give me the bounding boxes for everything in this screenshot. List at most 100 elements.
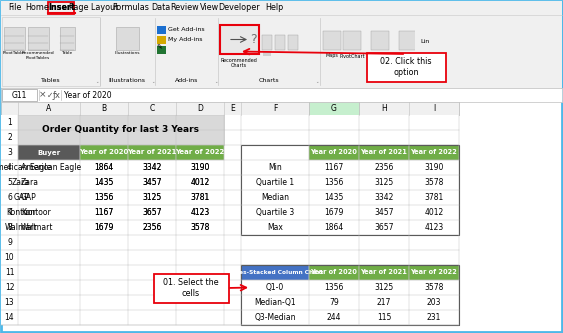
Text: 3657: 3657 [142, 208, 162, 217]
Text: Buyer: Buyer [37, 150, 61, 156]
Text: Min: Min [268, 163, 282, 172]
FancyBboxPatch shape [220, 25, 258, 54]
Bar [415, 17, 421, 86]
Text: Order Quantity for last 3 Years: Order Quantity for last 3 Years [42, 126, 199, 135]
Text: Illustrations: Illustrations [109, 78, 145, 83]
FancyBboxPatch shape [343, 31, 361, 50]
Text: 3: 3 [7, 148, 12, 157]
Text: 1356: 1356 [95, 193, 114, 202]
Text: 4012: 4012 [425, 208, 444, 217]
Text: GAP: GAP [21, 193, 37, 202]
Text: 8: 8 [7, 223, 12, 232]
Text: ?: ? [249, 33, 256, 46]
FancyBboxPatch shape [275, 35, 285, 50]
Text: 4012: 4012 [190, 178, 209, 187]
Bar [2, 17, 100, 86]
Text: 4123: 4123 [190, 208, 209, 217]
Text: Walmart: Walmart [21, 223, 53, 232]
Bar [409, 265, 459, 280]
Text: Year of 2020: Year of 2020 [79, 150, 129, 156]
Bar [241, 265, 309, 280]
Text: 2356: 2356 [142, 223, 162, 232]
FancyBboxPatch shape [399, 31, 417, 50]
Bar [128, 145, 176, 160]
Text: 01. Select the
cells: 01. Select the cells [163, 278, 219, 298]
Text: 3781: 3781 [190, 193, 209, 202]
Text: 115: 115 [377, 313, 391, 322]
Bar [1, 1, 562, 15]
Bar [1, 115, 459, 130]
Text: 3125: 3125 [374, 283, 394, 292]
Text: 12: 12 [5, 283, 14, 292]
Text: 3D
Map: 3D Map [375, 54, 385, 64]
Text: F: F [273, 104, 277, 113]
Text: C: C [149, 104, 155, 113]
Text: ⌄: ⌄ [95, 80, 99, 84]
Text: 1435: 1435 [324, 193, 343, 202]
Text: 217: 217 [377, 298, 391, 307]
Text: 3190: 3190 [425, 163, 444, 172]
Text: ⌄: ⌄ [215, 80, 218, 84]
Text: Median-Q1: Median-Q1 [254, 298, 296, 307]
Bar [309, 265, 359, 280]
Text: 3190: 3190 [190, 163, 209, 172]
Text: ƒx: ƒx [53, 91, 61, 100]
Text: 1864: 1864 [324, 223, 343, 232]
Text: File: File [8, 4, 22, 13]
Text: 244: 244 [327, 313, 341, 322]
Text: 3190: 3190 [190, 163, 209, 172]
Text: Get Add-ins: Get Add-ins [168, 27, 204, 32]
Text: 79: 79 [329, 298, 339, 307]
Bar [359, 145, 409, 160]
Text: Insert: Insert [48, 4, 75, 13]
Bar [18, 145, 80, 160]
Bar [1, 205, 459, 220]
Text: 3342: 3342 [374, 193, 394, 202]
Text: H: H [381, 104, 387, 113]
Bar [1, 175, 459, 190]
Text: 3578: 3578 [190, 223, 209, 232]
Text: 1435: 1435 [95, 178, 114, 187]
Bar [359, 265, 409, 280]
Text: Zara: Zara [21, 178, 39, 187]
Text: Tables: Tables [41, 78, 61, 83]
Text: Year of 2021: Year of 2021 [360, 150, 408, 156]
Text: 1356: 1356 [324, 178, 343, 187]
Text: 3657: 3657 [374, 223, 394, 232]
Text: 3657: 3657 [142, 208, 162, 217]
Text: 6: 6 [7, 193, 12, 202]
Text: Add-ins: Add-ins [175, 78, 199, 83]
Text: Review: Review [171, 4, 199, 13]
Text: Q1-0: Q1-0 [266, 283, 284, 292]
Text: American Eagle: American Eagle [21, 163, 81, 172]
Text: PivotTable: PivotTable [3, 52, 25, 56]
FancyBboxPatch shape [288, 35, 298, 50]
Text: Formulas: Formulas [113, 4, 149, 13]
Bar [1, 280, 459, 295]
Bar [1, 310, 459, 325]
Text: ✓: ✓ [47, 91, 53, 100]
Text: Developer: Developer [218, 4, 260, 13]
Text: Page Layout: Page Layout [69, 4, 119, 13]
Text: 1679: 1679 [95, 223, 114, 232]
FancyBboxPatch shape [28, 27, 48, 50]
Text: 1864: 1864 [95, 163, 114, 172]
Bar [18, 115, 224, 145]
Bar [1, 1, 562, 88]
Text: D: D [197, 104, 203, 113]
Text: 3342: 3342 [142, 163, 162, 172]
Bar [80, 145, 128, 160]
Text: 1864: 1864 [95, 163, 114, 172]
FancyBboxPatch shape [370, 31, 389, 50]
Bar [157, 36, 166, 44]
Bar [309, 102, 359, 115]
Text: Illustrations: Illustrations [114, 52, 140, 56]
Text: Walmart: Walmart [5, 223, 37, 232]
Bar [1, 88, 562, 102]
Bar [1, 145, 459, 160]
Text: I: I [433, 104, 435, 113]
Bar [1, 295, 459, 310]
FancyBboxPatch shape [367, 53, 445, 82]
Text: Year of 2020: Year of 2020 [311, 150, 358, 156]
Text: Year of 2021: Year of 2021 [127, 150, 177, 156]
